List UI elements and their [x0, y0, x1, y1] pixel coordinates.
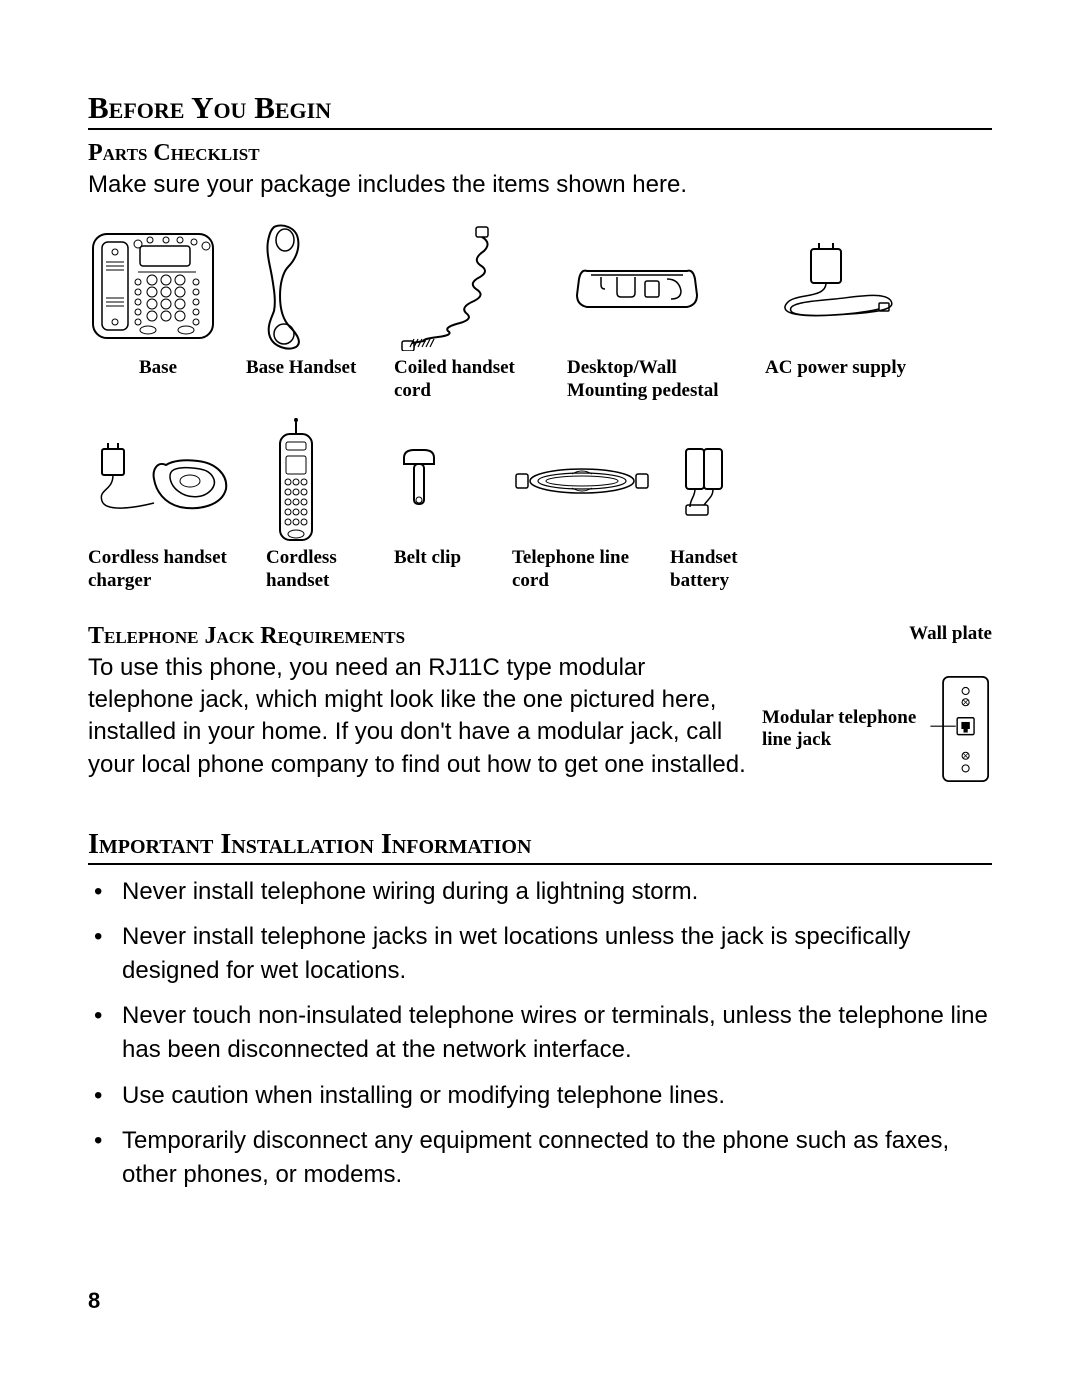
ac-power-icon: [765, 221, 905, 351]
bullet-item: Temporarily disconnect any equipment con…: [88, 1124, 992, 1191]
bullet-item: Never install telephone jacks in wet loc…: [88, 920, 992, 987]
base-icon: [88, 221, 218, 351]
part-coiled-cord: Coiled handset cord: [394, 221, 549, 403]
handset-battery-icon: [670, 421, 740, 541]
parts-intro-text: Make sure your package includes the item…: [88, 169, 992, 201]
wall-plate-figure: Wall plate Modular telephone line jack: [762, 623, 992, 809]
part-belt-clip: Belt clip: [394, 421, 494, 570]
telephone-jack-section: Telephone Jack Requirements To use this …: [88, 623, 992, 809]
page-number: 8: [88, 1288, 100, 1314]
bullet-item: Use caution when installing or modifying…: [88, 1079, 992, 1113]
section-heading-important-install: Important Installation Information: [88, 829, 992, 865]
part-handset-battery: Handset battery: [670, 421, 780, 593]
part-label: Desktop/Wall Mounting pedestal: [567, 357, 747, 403]
line-cord-icon: [512, 421, 652, 541]
part-label: Belt clip: [394, 547, 461, 570]
bullet-item: Never install telephone wiring during a …: [88, 875, 992, 909]
part-base-handset: Base Handset: [246, 221, 376, 380]
part-label: Handset battery: [670, 547, 780, 593]
telephone-jack-body: To use this phone, you need an RJ11C typ…: [88, 652, 750, 782]
part-ac-power: AC power supply: [765, 221, 935, 380]
parts-grid: Base Base Handset: [88, 221, 992, 592]
section-heading-before-you-begin: Before You Begin: [88, 90, 992, 130]
pedestal-icon: [567, 221, 707, 351]
subheading-telephone-jack: Telephone Jack Requirements: [88, 623, 750, 650]
coiled-cord-icon: [394, 221, 504, 351]
install-bullets: Never install telephone wiring during a …: [88, 875, 992, 1192]
wall-plate-icon: [929, 649, 992, 809]
part-label: Coiled handset cord: [394, 357, 549, 403]
cordless-handset-icon: [266, 421, 326, 541]
part-line-cord: Telephone line cord: [512, 421, 652, 593]
subheading-parts-checklist: Parts Checklist: [88, 140, 992, 167]
bullet-item: Never touch non-insulated telephone wire…: [88, 999, 992, 1066]
part-base: Base: [88, 221, 228, 380]
parts-row-1: Base Base Handset: [88, 221, 992, 403]
base-handset-icon: [246, 221, 326, 351]
part-pedestal: Desktop/Wall Mounting pedestal: [567, 221, 747, 403]
part-label: Base Handset: [246, 357, 356, 380]
belt-clip-icon: [394, 421, 444, 541]
cordless-charger-icon: [88, 421, 238, 541]
part-cordless-handset: Cordless handset: [266, 421, 376, 593]
wall-plate-label: Wall plate: [762, 623, 992, 645]
part-label: Telephone line cord: [512, 547, 652, 593]
parts-row-2: Cordless handset charger: [88, 421, 992, 593]
modular-jack-label: Modular telephone line jack: [762, 707, 923, 751]
part-label: Cordless handset: [266, 547, 376, 593]
part-label: Base: [88, 357, 228, 380]
part-cordless-charger: Cordless handset charger: [88, 421, 248, 593]
part-label: AC power supply: [765, 357, 906, 380]
part-label: Cordless handset charger: [88, 547, 248, 593]
